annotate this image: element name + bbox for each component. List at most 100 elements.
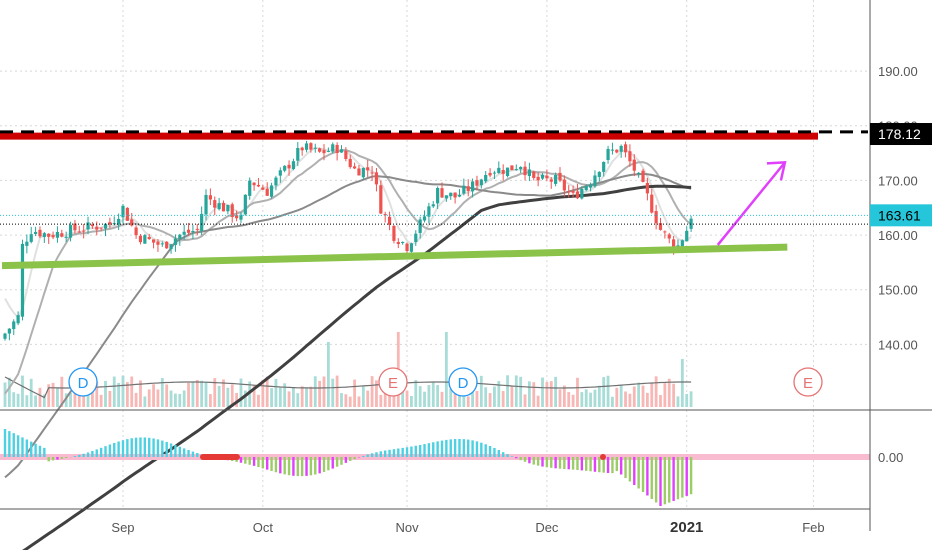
candle-body [414,233,418,242]
oscillator-bar [25,439,29,457]
candle-body [650,194,654,213]
candle-body [567,191,571,193]
candle-body [331,144,335,152]
oscillator-bar [12,433,15,457]
volume-bar [418,386,422,407]
candle-body [549,179,553,182]
candle-body [304,143,309,150]
volume-bar [322,376,326,407]
oscillator-bar [108,444,112,457]
oscillator-bar [143,437,147,457]
candle-body [667,234,671,239]
oscillator-bar [576,457,579,471]
candle-body [16,315,20,324]
oscillator-bar [279,457,282,474]
candle-body [274,177,278,186]
oscillator-bar [510,456,514,457]
oscillator-bar [659,457,662,506]
candle-body [444,195,448,199]
candle-body [86,222,90,230]
candle-body [7,328,11,334]
candle-body [130,219,134,226]
volume-bar [112,376,116,407]
candle-body [239,214,243,220]
volume-bar [576,377,579,407]
volume-bar [313,376,317,407]
axes: 140.00150.00160.00170.00180.00190.000.00… [0,0,932,536]
volume-bar [56,387,59,407]
volume-bar [139,380,142,407]
volume-bar [414,380,418,407]
volume-bar [104,380,107,407]
oscillator-bar [283,457,286,475]
oscillator-pane [0,409,932,506]
oscillator-bar [335,457,339,467]
oscillator-bar [178,446,181,457]
candle-body [540,174,545,179]
volume-bar [466,396,470,407]
volume-bar [405,390,409,407]
volume-bar [152,384,155,407]
candle-body [554,174,558,184]
oscillator-bar [287,457,291,476]
candle-body [623,144,628,153]
candle-body [55,232,60,238]
volume-bar [42,394,46,407]
oscillator-bar [21,437,24,457]
candle-body [322,149,326,154]
volume-bar [667,378,671,407]
candle-body [217,203,221,210]
volume-bar [331,378,335,407]
candle-body [117,218,121,225]
volume-bar [3,382,7,407]
oscillator-bar [388,449,391,457]
candle-body [663,231,667,233]
oscillator-bar [462,439,466,457]
oscillator-bar [541,457,544,467]
volume-bar [484,387,488,407]
oscillator-bar [432,442,435,457]
volume-bar [25,395,29,407]
oscillator-bar [532,457,535,465]
oscillator-bar [148,437,151,457]
candle-body [226,204,230,212]
candle-body [427,206,431,217]
x-tick-label: Oct [253,520,274,535]
candle-body [632,159,636,171]
volume-bar [165,384,169,407]
candle-body [396,241,400,245]
y-tick-label: 190.00 [878,64,918,79]
volume-bar [685,393,689,407]
oscillator-bar [182,448,186,457]
volume-bar [169,390,173,407]
ma-line-2 [4,148,692,395]
oscillator-bar [497,450,501,457]
candle-body [278,170,282,176]
volume-bar [195,380,199,407]
y-tick-label: 140.00 [878,337,918,352]
volume-bar [541,377,544,407]
oscillator-bar [56,457,59,460]
price-label-text: 163.61 [878,207,921,223]
candle-body [484,175,488,182]
oscillator-bar [663,457,667,505]
candle-body [383,214,387,216]
volume-bar [204,381,208,407]
oscillator-bar [353,457,356,460]
oscillator-bar [60,457,64,459]
candle-body [462,185,466,194]
candle-body [221,202,226,212]
oscillator-bar [95,449,98,457]
oscillator-bar [156,439,160,457]
candle-body [235,215,239,219]
oscillator-bar [571,457,575,470]
oscillator-bar [126,439,129,457]
moving-averages [4,146,692,550]
oscillator-bar [471,440,474,457]
oscillator-bar [453,439,457,457]
candle-body [42,233,46,238]
candle-body [588,184,593,188]
oscillator-bar [130,438,133,457]
volume-bar [187,382,190,407]
